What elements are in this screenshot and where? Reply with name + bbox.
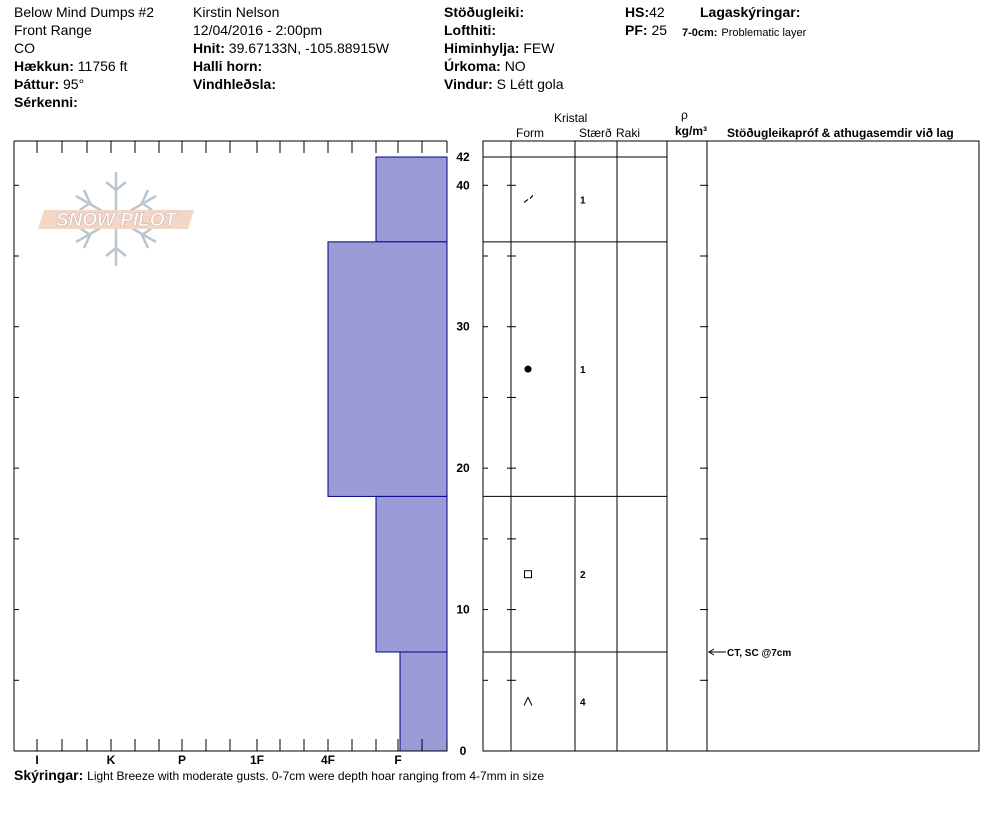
crystal-size-value: 2 [580,570,586,581]
crystal-form-faceted-icon [524,570,532,579]
layer-note: 7-0cm: Problematic layer [682,23,806,41]
hardness-tick-label: F [394,753,401,767]
sky-row: Himinhylja: FEW [444,40,554,56]
depth-tick-label: 30 [456,320,470,334]
layer-note-range: 7-0cm: [682,27,718,39]
logo-text: SNOW PILOT [56,210,178,231]
precip-value: NO [504,58,526,74]
pf-row: PF: 25 [625,22,667,38]
features-label: Sérkenni: [14,94,78,110]
crystal-size-value: 1 [580,365,586,376]
comments-text: Light Breeze with moderate gusts. 0-7cm … [87,769,545,783]
precip-row: Úrkoma: NO [444,58,526,74]
size-header: Stærð [579,126,612,140]
crystal-size-value: 1 [580,195,586,206]
observer-name: Kirstin Nelson [193,4,280,20]
hardness-tick-label: I [35,753,38,767]
hs-value: 42 [649,4,665,20]
tests-header: Stöðugleikapróf & athugasemdir við lag [727,126,954,140]
sky-value: FEW [523,40,555,56]
moisture-header: Raki [616,126,641,140]
pf-label: PF: [625,22,648,38]
hardness-bar-3 [399,651,448,752]
pf-value: 25 [651,22,668,38]
sky-label: Himinhylja: [444,40,520,56]
elevation-label: Hækkun: [14,58,74,74]
coords-label: Hnit: [193,40,225,56]
coords-value: 39.67133N, -105.88915W [228,40,390,56]
hardness-tick-label: 4F [321,753,335,767]
hardness-bar-0 [375,156,448,243]
depth-tick-label: 42 [456,150,470,164]
table-border [482,140,980,752]
wind-row: Vindur: S Létt gola [444,76,564,92]
wind-label: Vindur: [444,76,493,92]
logo-banner [38,210,194,229]
layer-notes-label: Lagaskýringar: [700,4,801,20]
wind-loading-label: Vindhleðsla: [193,76,276,92]
hardness-tick-label: P [178,753,186,767]
test-annotation-text: CT, SC @7cm [727,648,791,659]
hardness-plot: I K P 1F 4F F 0 10 20 30 40 42 [13,140,470,767]
density-symbol: ρ [681,108,688,122]
state-name: CO [14,40,35,56]
range-name: Front Range [14,22,92,38]
depth-tick-label: 40 [456,178,470,192]
depth-tick-label: 10 [456,603,470,617]
comments-row: Skýringar: Light Breeze with moderate gu… [14,767,544,784]
hs-label: HS: [625,4,650,20]
slope-label: Halli horn: [193,58,263,74]
elevation-value: 11756 ft [77,58,128,74]
aspect-value: 95° [63,76,85,92]
stability-label: Stöðugleiki: [444,4,525,20]
elevation-row: Hækkun: 11756 ft [14,58,127,74]
faceted-icon-square [524,570,532,579]
crystal-table: 1 1 2 4 CT, SC @7cm [482,140,980,752]
precip-label: Úrkoma: [444,58,501,74]
site-name: Below Mind Dumps #2 [14,4,155,20]
depth-tick-label: 0 [460,744,467,758]
layer-note-text: Problematic layer [721,27,807,39]
hardness-bar-2 [375,495,448,653]
crystal-size-value: 4 [580,698,586,709]
crystal-form-rounded-icon [524,365,532,373]
snowpilot-logo: SNOW PILOT [38,172,194,266]
comments-label: Skýringar: [14,767,84,783]
hs-row: HS:42 [625,4,665,20]
arrow-left-icon [708,648,715,656]
coords-row: Hnit: 39.67133N, -105.88915W [193,40,389,56]
density-unit: kg/m³ [675,124,708,138]
decomposing-icon-stroke [523,195,534,203]
rounded-grain-icon-dot [524,365,532,373]
hardness-tick-label: K [107,753,116,767]
aspect-row: Þáttur: 95° [14,76,84,92]
air-temp-label: Lofthiti: [444,22,497,38]
aspect-label: Þáttur: [14,76,60,92]
hardness-bar-1 [327,241,448,497]
crystal-header: Kristal [554,111,588,125]
observation-datetime: 12/04/2016 - 2:00pm [193,22,323,38]
depth-hoar-icon-caret [523,696,533,706]
depth-tick-label: 20 [456,461,470,475]
hardness-tick-label: 1F [250,753,264,767]
crystal-form-decomposing-icon [523,195,534,203]
wind-value: S Létt gola [496,76,564,92]
form-header: Form [516,126,544,140]
crystal-form-depth-hoar-icon [523,696,533,706]
